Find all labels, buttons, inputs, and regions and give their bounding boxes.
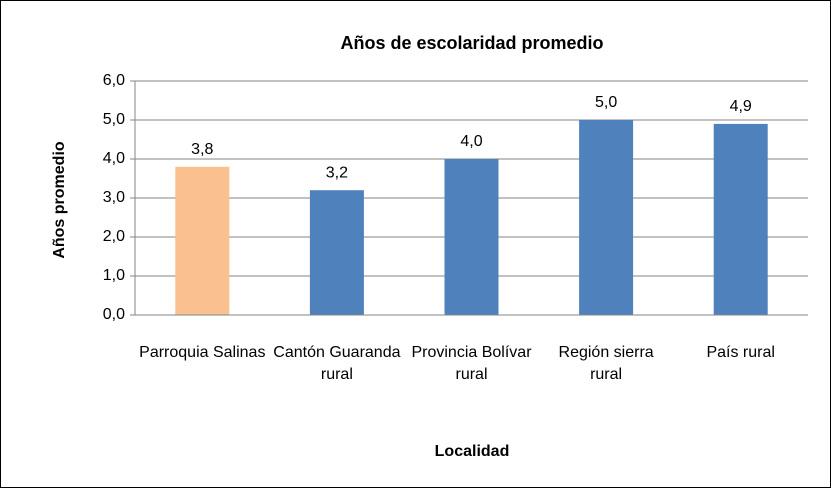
bar [579, 120, 634, 315]
y-tick-label: 6,0 [103, 72, 125, 89]
data-label: 4,9 [730, 98, 752, 115]
y-tick-label: 3,0 [103, 189, 125, 206]
x-tick-label: Región sierra rural [558, 344, 654, 383]
bar [175, 166, 230, 315]
data-label: 3,8 [191, 141, 213, 158]
y-tick-label: 1,0 [103, 267, 125, 284]
x-tick-label: Provincia Bolívar rural [411, 344, 532, 383]
chart-title: Años de escolaridad promedio [340, 33, 603, 53]
data-label: 3,2 [326, 164, 348, 181]
y-tick-label: 2,0 [103, 228, 125, 245]
bar [444, 159, 499, 315]
x-axis-label: Localidad [435, 443, 510, 460]
data-label: 5,0 [595, 94, 617, 111]
y-axis-label: Años promedio [51, 141, 68, 259]
data-label: 4,0 [460, 133, 482, 150]
bar [713, 123, 768, 316]
y-tick-label: 4,0 [103, 150, 125, 167]
bar [309, 190, 364, 315]
x-tick-label: Cantón Guaranda rural [273, 344, 401, 383]
x-tick-label: Parroquia Salinas [139, 344, 266, 361]
y-tick-label: 5,0 [103, 111, 125, 128]
y-tick-label: 0,0 [103, 306, 125, 323]
x-tick-label: País rural [706, 344, 775, 361]
